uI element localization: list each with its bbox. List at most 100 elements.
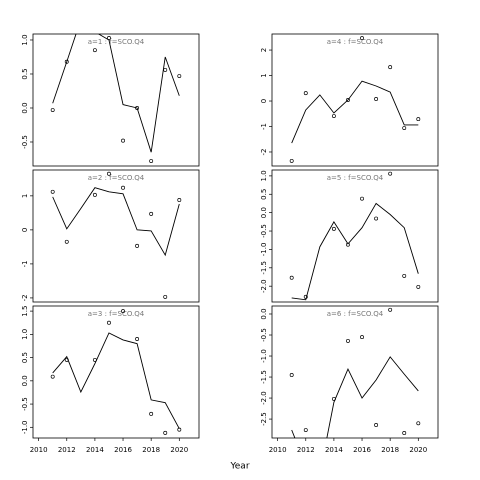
series-line xyxy=(291,202,419,301)
data-point xyxy=(402,126,407,130)
y-tick-label: -1 xyxy=(21,260,29,267)
x-tick-label: 2018 xyxy=(381,446,399,454)
y-tick-label: 0.0 xyxy=(21,375,29,386)
data-point xyxy=(346,98,350,102)
plot-area xyxy=(289,36,421,163)
data-point xyxy=(121,138,125,143)
data-point xyxy=(346,242,350,247)
y-tick-label: 0 xyxy=(21,228,29,232)
panel-title: a=4 : f=SCO.Q4 xyxy=(327,38,384,46)
y-tick-label: 1 xyxy=(21,194,29,198)
data-point xyxy=(331,396,336,401)
data-point xyxy=(149,211,154,216)
data-point xyxy=(92,48,97,53)
panel-frame xyxy=(271,305,439,439)
data-point xyxy=(64,357,69,362)
data-point xyxy=(402,431,407,435)
y-tick-label: -2 xyxy=(260,148,268,155)
data-point xyxy=(289,372,294,377)
y-tick-label: -1.5 xyxy=(260,370,268,384)
panel-title: a=6 : f=SCO.Q4 xyxy=(327,310,384,318)
y-tick-label: -0.5 xyxy=(260,224,268,238)
data-point xyxy=(388,171,393,176)
data-point xyxy=(388,307,393,312)
data-point xyxy=(303,91,308,96)
x-tick-label: 2012 xyxy=(297,446,315,454)
x-tick-label: 2016 xyxy=(114,446,132,454)
data-point xyxy=(107,171,111,176)
y-tick-label: -1.5 xyxy=(260,261,268,275)
data-point xyxy=(163,67,168,72)
data-point xyxy=(107,320,111,325)
y-tick-label: -2.0 xyxy=(260,279,268,293)
data-point xyxy=(163,294,168,299)
y-tick-label: 0.5 xyxy=(21,352,29,363)
y-tick-label: -0.5 xyxy=(21,135,29,149)
x-tick-label: 2016 xyxy=(353,446,371,454)
data-point xyxy=(121,309,125,314)
data-point xyxy=(64,239,69,244)
x-tick-label: 2018 xyxy=(142,446,160,454)
y-tick-label: -2 xyxy=(21,294,29,301)
data-point xyxy=(303,294,308,299)
data-point xyxy=(121,185,125,190)
data-point xyxy=(360,335,364,340)
series-line xyxy=(291,356,419,438)
data-point xyxy=(374,216,379,221)
data-point xyxy=(331,114,336,119)
data-point xyxy=(135,337,140,341)
data-point xyxy=(50,374,55,379)
series-line xyxy=(52,332,180,429)
series-line xyxy=(291,80,419,144)
y-tick-label: 2 xyxy=(260,48,268,52)
data-point xyxy=(163,430,168,435)
y-tick-label: -2.5 xyxy=(260,412,268,426)
x-tick-label: 2020 xyxy=(409,446,427,454)
y-tick-label: -1.0 xyxy=(21,420,29,434)
y-tick-label: 0.0 xyxy=(260,308,268,319)
plot-area xyxy=(50,309,182,435)
series-line xyxy=(52,34,180,153)
data-point xyxy=(289,275,294,280)
x-tick-label: 2010 xyxy=(269,446,287,454)
y-tick-label: 1.0 xyxy=(260,170,268,181)
data-point xyxy=(416,284,421,289)
panel-frame xyxy=(271,33,439,167)
y-tick-label: -1.0 xyxy=(260,243,268,257)
y-tick-label: 1.0 xyxy=(21,34,29,45)
x-tick-label: 2010 xyxy=(30,446,48,454)
y-tick-label: 0.5 xyxy=(260,189,268,200)
plot-area xyxy=(50,34,182,163)
plot-area xyxy=(289,307,421,438)
panel-frame xyxy=(32,33,200,167)
data-point xyxy=(135,106,140,110)
y-tick-label: -0.5 xyxy=(260,328,268,342)
y-tick-label: -1 xyxy=(260,123,268,130)
data-point xyxy=(177,74,182,78)
x-tick-label: 2014 xyxy=(86,446,104,454)
x-axis-label: Year xyxy=(229,462,249,472)
data-point xyxy=(416,421,421,426)
data-point xyxy=(303,428,308,432)
plot-area xyxy=(50,171,182,299)
data-point xyxy=(346,338,350,343)
x-tick-label: 2020 xyxy=(170,446,188,454)
data-point xyxy=(135,243,140,248)
data-point xyxy=(360,196,364,201)
x-tick-label: 2012 xyxy=(58,446,76,454)
data-point xyxy=(416,117,421,122)
panel-frame xyxy=(271,169,439,303)
data-point xyxy=(360,36,364,41)
panel-title: a=1 : f=SCO.Q4 xyxy=(88,38,145,46)
data-point xyxy=(177,197,182,202)
y-tick-label: 0.0 xyxy=(21,102,29,113)
data-point xyxy=(92,357,97,362)
y-tick-label: 0.5 xyxy=(21,68,29,79)
panel-title: a=5 : f=SCO.Q4 xyxy=(327,174,384,182)
data-point xyxy=(402,273,407,278)
data-point xyxy=(374,423,379,427)
y-tick-label: -2.0 xyxy=(260,391,268,405)
data-point xyxy=(50,108,55,112)
data-point xyxy=(92,192,97,197)
